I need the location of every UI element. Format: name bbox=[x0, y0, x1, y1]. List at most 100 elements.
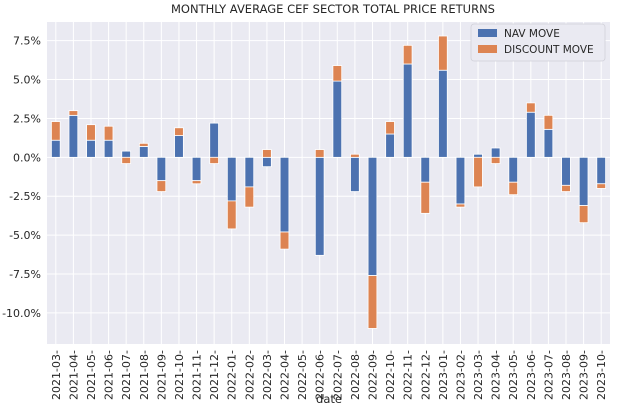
bar-nav-move-25 bbox=[490, 147, 501, 158]
bar-discount-move-28 bbox=[543, 114, 554, 130]
legend-frame bbox=[470, 23, 606, 62]
x-tick-label: 2021-05- bbox=[85, 350, 98, 400]
bar-discount-move-23 bbox=[455, 203, 466, 208]
bar-nav-move-10 bbox=[226, 156, 237, 202]
bar-discount-move-10 bbox=[226, 200, 237, 230]
bar-nav-move-8 bbox=[191, 156, 202, 182]
plot-background bbox=[47, 22, 610, 344]
x-tick-label: 2021-08- bbox=[138, 350, 151, 400]
x-tick-label: 2023-06- bbox=[525, 350, 538, 400]
bar-discount-move-21 bbox=[420, 181, 431, 214]
bar-discount-move-16 bbox=[332, 65, 343, 82]
bar-discount-move-12 bbox=[262, 149, 272, 158]
bar-discount-move-2 bbox=[86, 124, 96, 141]
bar-discount-move-13 bbox=[279, 231, 290, 250]
x-tick-label: 2022-12- bbox=[419, 350, 432, 400]
legend: NAV MOVE DISCOUNT MOVE bbox=[470, 23, 606, 62]
bar-discount-move-17 bbox=[350, 153, 360, 158]
bar-nav-move-6 bbox=[156, 156, 167, 182]
x-tick-label: 2021-06- bbox=[103, 350, 116, 400]
x-tick-label: 2021-12- bbox=[208, 350, 221, 400]
bar-nav-move-23 bbox=[455, 156, 466, 205]
bar-discount-move-29 bbox=[561, 184, 571, 192]
bar-discount-move-27 bbox=[526, 102, 536, 113]
bar-nav-move-21 bbox=[420, 156, 431, 183]
legend-label-nav-move: NAV MOVE bbox=[504, 28, 560, 40]
x-tick-label: 2021-04- bbox=[67, 350, 80, 400]
bar-nav-move-2 bbox=[86, 139, 96, 158]
x-tick-label: 2022-07- bbox=[331, 350, 344, 400]
bar-nav-move-24 bbox=[473, 153, 483, 158]
bar-nav-move-30 bbox=[578, 156, 589, 206]
bar-discount-move-7 bbox=[174, 127, 184, 136]
bar-nav-move-26 bbox=[508, 156, 519, 183]
y-tick-label: -2.5% bbox=[9, 190, 41, 203]
x-tick-label: 2022-03- bbox=[261, 350, 274, 400]
bar-nav-move-28 bbox=[543, 128, 554, 158]
x-tick-label: 2022-08- bbox=[349, 350, 362, 400]
x-tick-label: 2022-10- bbox=[384, 350, 397, 400]
x-tick-label: 2023-07- bbox=[542, 350, 555, 400]
legend-swatch-discount-move bbox=[478, 45, 497, 53]
bar-discount-move-5 bbox=[138, 142, 149, 147]
bar-nav-move-3 bbox=[103, 139, 114, 158]
bar-nav-move-0 bbox=[50, 139, 61, 158]
bar-discount-move-18 bbox=[367, 275, 378, 329]
bar-discount-move-30 bbox=[578, 205, 589, 224]
bar-discount-move-11 bbox=[244, 186, 255, 208]
x-tick-label: 2023-05- bbox=[507, 350, 520, 400]
bar-discount-move-19 bbox=[385, 121, 395, 135]
bar-nav-move-15 bbox=[314, 156, 325, 256]
x-tick-label: 2021-09- bbox=[155, 350, 168, 400]
bar-nav-move-11 bbox=[244, 156, 255, 188]
y-tick-label: -5.0% bbox=[9, 229, 41, 242]
bar-discount-move-24 bbox=[473, 156, 483, 188]
bar-nav-move-7 bbox=[174, 135, 184, 158]
grid bbox=[47, 22, 610, 344]
y-tick-label: -7.5% bbox=[9, 268, 41, 281]
bar-nav-move-31 bbox=[596, 156, 607, 185]
bar-nav-move-22 bbox=[438, 69, 448, 158]
bar-nav-move-19 bbox=[385, 133, 395, 158]
y-axis: -10.0% -7.5% -5.0% -2.5% 0.0% 2.5% 5.0% 7.5% bbox=[2, 35, 41, 320]
x-tick-label: 2021-11- bbox=[191, 350, 204, 400]
bar-nav-move-4 bbox=[121, 150, 131, 158]
bar-discount-move-22 bbox=[438, 35, 448, 71]
chart-title: MONTHLY AVERAGE CEF SECTOR TOTAL PRICE R… bbox=[171, 2, 495, 16]
x-tick-label: 2023-08- bbox=[560, 350, 573, 400]
y-tick-label: 5.0% bbox=[13, 74, 41, 87]
bar-nav-move-12 bbox=[262, 156, 272, 168]
bar-discount-move-6 bbox=[156, 180, 167, 192]
bar-nav-move-29 bbox=[561, 156, 571, 186]
y-tick-label: 0.0% bbox=[13, 151, 41, 164]
bar-discount-move-20 bbox=[402, 44, 413, 65]
x-tick-label: 2022-06- bbox=[314, 350, 327, 400]
bar-discount-move-3 bbox=[103, 125, 114, 141]
bar-discount-move-9 bbox=[209, 156, 219, 164]
x-tick-label: 2023-02- bbox=[454, 350, 467, 400]
bar-nav-move-13 bbox=[279, 156, 290, 233]
bar-nav-move-16 bbox=[332, 80, 343, 158]
x-tick-label: 2022-11- bbox=[402, 350, 415, 400]
bar-discount-move-0 bbox=[50, 121, 61, 141]
x-axis: 2021-03- 2021-04- 2021-05- 2021-06- 2021-07-… bbox=[50, 350, 608, 400]
bar-nav-move-1 bbox=[68, 114, 79, 158]
y-tick-label: 2.5% bbox=[13, 112, 41, 125]
x-tick-label: 2022-01- bbox=[226, 350, 239, 400]
y-tick-label: -10.0% bbox=[2, 307, 41, 320]
bar-nav-move-17 bbox=[350, 156, 360, 192]
x-tick-label: 2023-01- bbox=[437, 350, 450, 400]
x-axis-label: date bbox=[316, 392, 342, 406]
legend-label-discount-move: DISCOUNT MOVE bbox=[504, 44, 594, 56]
bar-discount-move-8 bbox=[191, 180, 202, 185]
bar-discount-move-15 bbox=[314, 149, 325, 158]
x-tick-label: 2023-03- bbox=[472, 350, 485, 400]
x-tick-label: 2021-03- bbox=[50, 350, 63, 400]
x-tick-label: 2021-10- bbox=[173, 350, 186, 400]
legend-swatch-nav-move bbox=[478, 29, 497, 37]
x-tick-label: 2022-04- bbox=[279, 350, 292, 400]
bar-discount-move-31 bbox=[596, 183, 607, 189]
x-tick-label: 2023-10- bbox=[595, 350, 608, 400]
bar-nav-move-9 bbox=[209, 122, 219, 158]
